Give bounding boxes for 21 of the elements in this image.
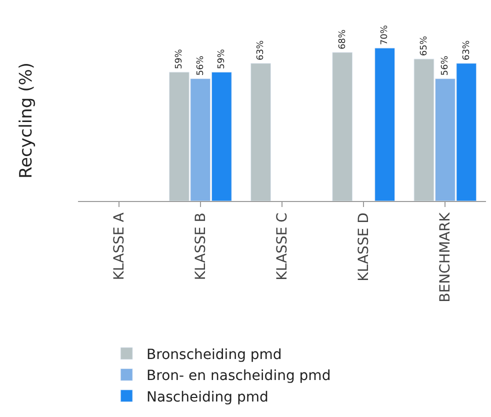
- bar: [332, 52, 353, 201]
- data-label: 70%: [380, 24, 390, 46]
- data-label: 59%: [217, 48, 228, 70]
- data-label: 63%: [462, 40, 472, 60]
- y-axis-title: Recycling (%): [16, 62, 37, 179]
- data-label: 56%: [440, 55, 451, 76]
- x-tick-label: BENCHMARK: [438, 212, 454, 302]
- bar: [250, 63, 272, 201]
- data-label: 63%: [256, 40, 266, 60]
- x-tick-label: KLASSE D: [356, 212, 372, 282]
- data-label: 59%: [174, 48, 185, 70]
- data-label: 56%: [196, 55, 206, 76]
- bar: [374, 48, 396, 201]
- legend-label: Bron- en nascheiding pmd: [146, 368, 331, 384]
- data-label: 68%: [338, 29, 348, 50]
- x-tick-label: KLASSE B: [192, 212, 209, 280]
- data-label: 65%: [419, 36, 430, 56]
- legend-label: Bronscheiding pmd: [146, 346, 282, 363]
- x-tick-label: KLASSE C: [274, 212, 291, 280]
- x-tick-label: KLASSE A: [111, 212, 128, 280]
- legend-label: Nascheiding pmd: [146, 389, 268, 406]
